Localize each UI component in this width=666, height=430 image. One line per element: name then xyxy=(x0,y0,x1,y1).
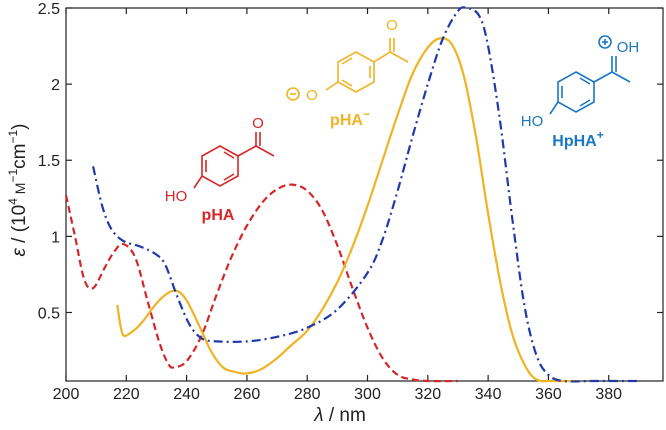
x-tick-label: 360 xyxy=(535,386,562,403)
hpha-plus-charge-circle xyxy=(598,35,612,49)
series-layer xyxy=(64,6,639,383)
x-tick-label: 260 xyxy=(234,386,261,403)
pha-ring-double-bond-1 xyxy=(223,151,235,159)
pha-carbonyl-o: O xyxy=(252,115,264,132)
x-tick-label: 380 xyxy=(595,386,622,403)
hpha-plus-label: HpHA+ xyxy=(552,128,603,150)
pha-ring-double-bond-3 xyxy=(223,173,235,181)
pha-minus-ring-double-bond-3 xyxy=(341,79,353,87)
hpha-plus-benzene-ring xyxy=(557,71,595,113)
pha-minus-benzene-ring xyxy=(337,51,375,93)
y-tick-label: 1.5 xyxy=(38,153,60,170)
pha-spectrum-line xyxy=(64,183,459,383)
x-tick-label: 240 xyxy=(173,386,200,403)
y-tick-label: 2.5 xyxy=(38,1,60,18)
y-axis-title: ε / (104 M−1cm−1) xyxy=(6,124,30,257)
hpha-plus-bond-oh xyxy=(549,101,559,115)
hpha-plus-spectrum-line xyxy=(92,6,639,383)
y-axis-ticks: 0.5 1 1.5 2 2.5 xyxy=(38,1,663,322)
pha-minus-bond-o xyxy=(325,81,339,91)
x-tick-label: 340 xyxy=(475,386,502,403)
y-tick-label: 2 xyxy=(51,77,60,94)
x-axis-ticks: 200 220 240 260 280 300 320 340 360 380 xyxy=(53,8,622,403)
y-tick-label: 1 xyxy=(51,229,60,246)
pha-minus-structure xyxy=(286,38,409,101)
pha-structure xyxy=(193,132,275,189)
pha-methyl xyxy=(255,145,275,157)
pha-minus-spectrum-line xyxy=(116,37,579,383)
x-tick-label: 200 xyxy=(53,386,80,403)
plot-frame xyxy=(65,7,664,382)
pha-minus-carbonyl-o: O xyxy=(386,17,398,34)
x-tick-label: 220 xyxy=(113,386,140,403)
hpha-plus-oh-label: OH xyxy=(617,39,640,56)
hpha-plus-ring-double-bond-1 xyxy=(579,77,591,85)
hpha-plus-hydroxyl-label: HO xyxy=(521,113,544,130)
pha-bond-acetyl xyxy=(237,145,257,157)
pha-minus-label: pHA− xyxy=(330,107,370,129)
x-tick-label: 300 xyxy=(354,386,381,403)
x-axis-title: λ / nm xyxy=(313,405,366,426)
pha-hydroxyl-label: HO xyxy=(165,188,188,205)
hpha-plus-structure xyxy=(549,35,631,115)
pha-minus-bond-acetyl xyxy=(373,51,391,63)
hpha-plus-bond-acetyl xyxy=(593,71,613,83)
hpha-plus-ring-double-bond-3 xyxy=(579,99,591,107)
pha-label: pHA xyxy=(202,207,235,224)
x-tick-label: 280 xyxy=(294,386,321,403)
pha-benzene-ring xyxy=(201,145,239,187)
pha-minus-ring-double-bond-1 xyxy=(341,57,353,65)
pha-bond-oh xyxy=(193,175,203,189)
pha-minus-oxide-label: O xyxy=(306,87,318,104)
hpha-plus-methyl xyxy=(611,71,631,83)
pha-minus-charge-circle xyxy=(286,87,300,101)
y-tick-label: 0.5 xyxy=(38,305,60,322)
x-tick-label: 320 xyxy=(414,386,441,403)
pha-minus-methyl xyxy=(389,51,409,63)
